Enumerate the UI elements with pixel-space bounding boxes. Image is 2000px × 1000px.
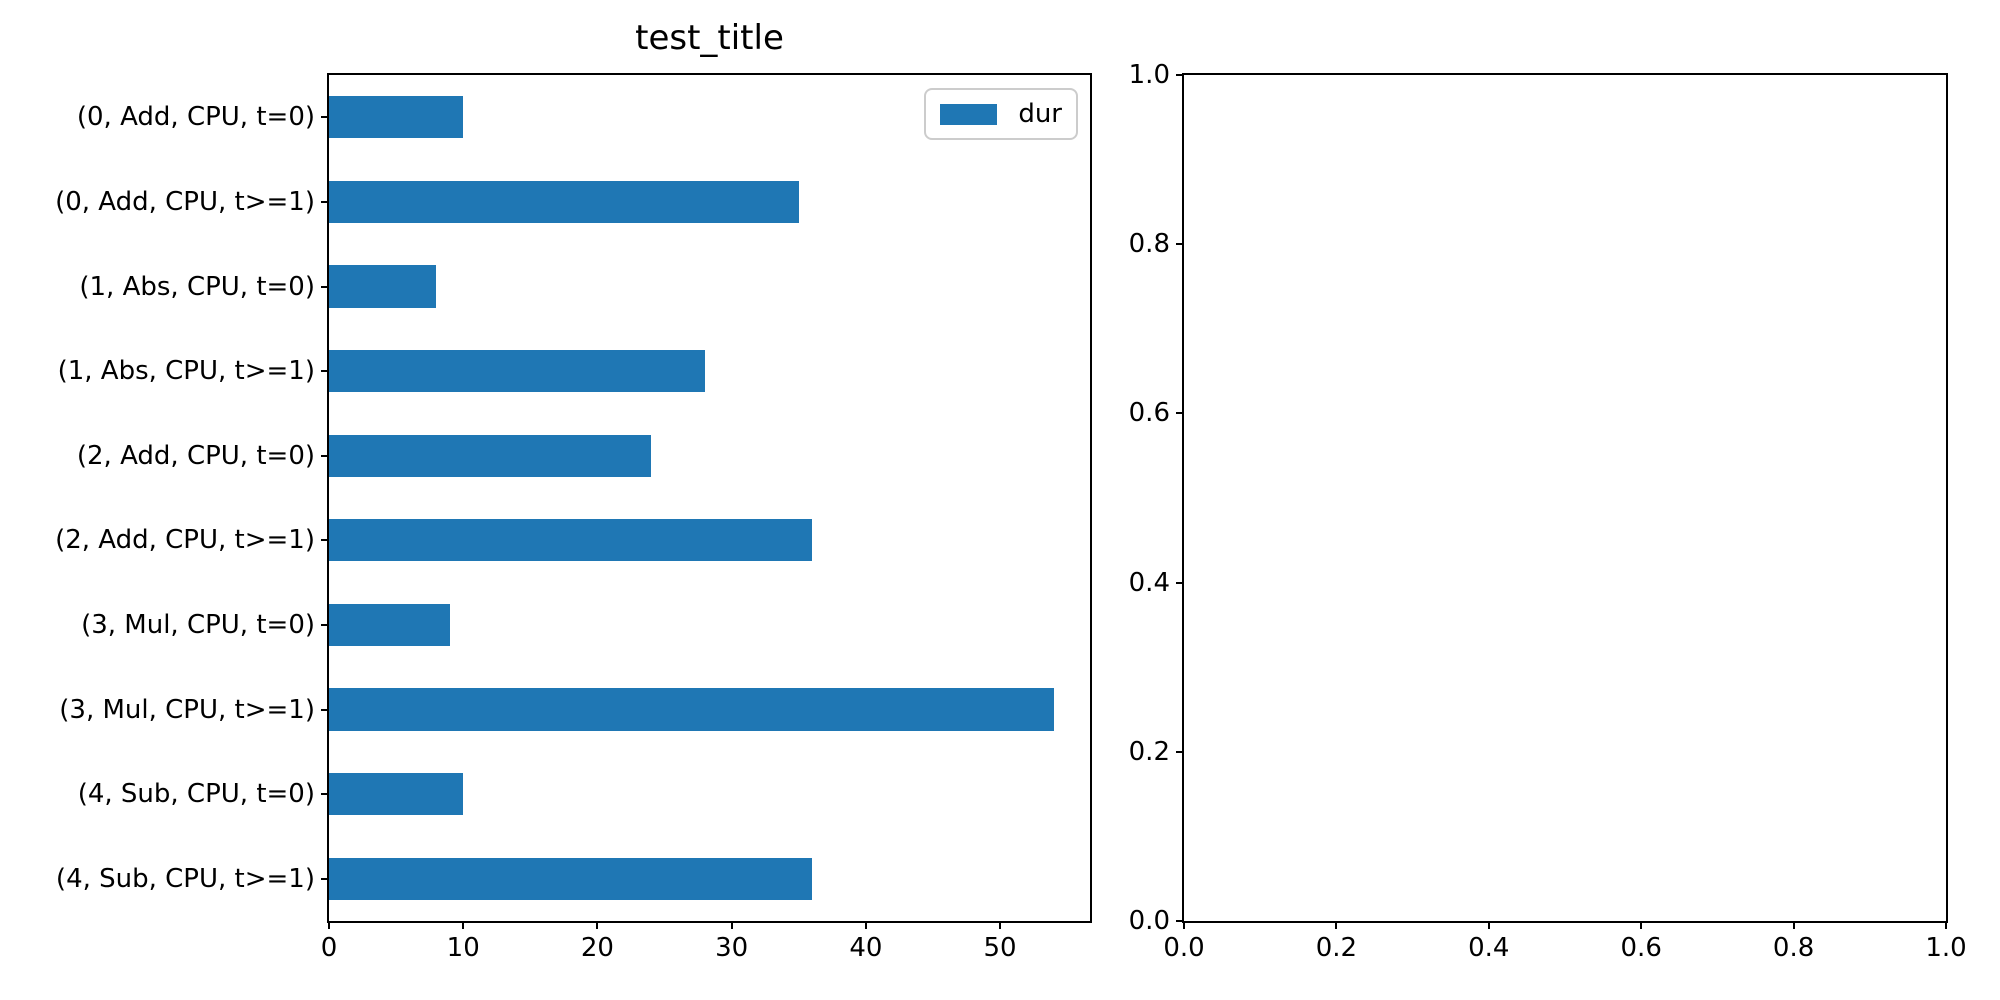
y-tick-label: 0.8	[1128, 229, 1170, 260]
y-tick-mark	[321, 370, 329, 373]
x-tick-mark	[1335, 921, 1338, 929]
x-tick-mark	[1183, 921, 1185, 929]
x-tick-label: 40	[849, 933, 883, 963]
x-tick-mark	[864, 921, 867, 929]
bar	[329, 772, 464, 816]
bar	[329, 603, 450, 647]
x-tick-label: 0.4	[1468, 933, 1510, 963]
x-tick-mark	[1640, 921, 1643, 929]
x-tick-label: 0	[320, 933, 338, 963]
bar	[329, 180, 799, 224]
y-tick-label: (0, Add, CPU, t=0)	[76, 102, 315, 133]
x-tick-label: 10	[446, 933, 480, 963]
legend: dur	[924, 88, 1078, 140]
x-tick-mark	[596, 921, 599, 929]
y-tick-label: (1, Abs, CPU, t=0)	[79, 271, 315, 302]
y-tick-label: (4, Sub, CPU, t>=1)	[55, 863, 315, 894]
y-tick-mark	[1176, 920, 1184, 922]
y-tick-label: 1.0	[1128, 60, 1170, 90]
bar	[329, 96, 464, 139]
bar	[329, 857, 813, 900]
x-tick-mark	[1792, 921, 1795, 929]
y-tick-label: (2, Add, CPU, t=0)	[76, 440, 315, 471]
y-tick-mark	[321, 623, 329, 626]
y-tick-mark	[1176, 74, 1184, 76]
y-tick-label: (0, Add, CPU, t>=1)	[55, 186, 315, 217]
x-tick-mark	[462, 921, 465, 929]
bar	[329, 349, 705, 393]
x-tick-mark	[730, 921, 733, 929]
x-tick-label: 0.2	[1315, 933, 1358, 963]
bar	[329, 688, 1054, 731]
y-tick-label: (4, Sub, CPU, t=0)	[77, 779, 315, 810]
legend-label: dur	[1018, 99, 1062, 129]
bar	[329, 519, 813, 562]
y-tick-mark	[1176, 412, 1184, 415]
x-tick-label: 1.0	[1925, 933, 1967, 963]
x-tick-mark	[1945, 921, 1947, 929]
x-tick-label: 50	[983, 933, 1017, 963]
y-tick-mark	[1176, 750, 1184, 753]
y-tick-mark	[321, 116, 329, 119]
left-axes-bar-chart: dur (0, Add, CPU, t=0) (0, Add, CPU, t>=1…	[55, 73, 1092, 961]
right-axes-empty-plot: 0.0 0.2 0.4 0.6 0.8 1.0 0.0 0.2 0.4 0.6 0.8 1.0	[1129, 62, 1967, 961]
bar	[329, 265, 437, 308]
legend-swatch-dur	[940, 103, 998, 125]
y-tick-label: 0.6	[1128, 398, 1170, 429]
x-tick-label: 0.0	[1163, 933, 1205, 963]
y-tick-label: (3, Mul, CPU, t=0)	[81, 609, 315, 640]
y-tick-label: (3, Mul, CPU, t>=1)	[59, 694, 315, 725]
x-tick-label: 0.8	[1772, 933, 1815, 963]
y-tick-label: 0.2	[1128, 736, 1170, 767]
y-tick-mark	[321, 285, 329, 288]
y-tick-mark	[321, 793, 329, 796]
y-tick-mark	[321, 877, 329, 880]
x-tick-label: 0.6	[1620, 933, 1662, 963]
y-tick-mark	[1176, 243, 1184, 246]
y-tick-label: (1, Abs, CPU, t>=1)	[57, 356, 315, 387]
bar	[329, 434, 652, 477]
y-tick-label: 0.0	[1128, 906, 1170, 936]
x-tick-label: 30	[715, 933, 749, 963]
x-tick-label: 20	[580, 933, 614, 963]
y-tick-mark	[321, 454, 329, 457]
y-tick-mark	[321, 539, 329, 542]
y-tick-mark	[321, 200, 329, 203]
x-tick-mark	[328, 921, 330, 929]
y-tick-label: 0.4	[1128, 567, 1170, 598]
chart-title: test_title	[635, 18, 784, 58]
y-tick-mark	[1176, 581, 1184, 584]
y-tick-label: (2, Add, CPU, t>=1)	[55, 525, 315, 556]
y-tick-mark	[321, 708, 329, 711]
x-tick-mark	[1487, 921, 1490, 929]
x-tick-mark	[999, 921, 1002, 929]
